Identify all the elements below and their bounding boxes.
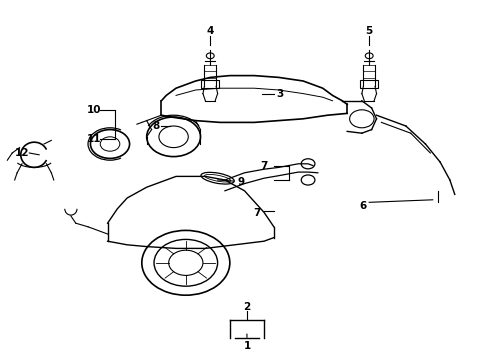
Text: 5: 5 <box>365 26 372 36</box>
Text: 3: 3 <box>276 89 283 99</box>
Text: 2: 2 <box>243 302 250 312</box>
Text: 10: 10 <box>86 105 101 115</box>
Text: 8: 8 <box>152 121 159 131</box>
Text: 4: 4 <box>206 26 214 36</box>
Text: 7: 7 <box>260 161 267 171</box>
Text: 6: 6 <box>359 201 366 211</box>
Text: 9: 9 <box>237 177 244 187</box>
Text: 12: 12 <box>15 148 29 158</box>
Text: 1: 1 <box>243 341 250 351</box>
Text: 11: 11 <box>86 134 101 144</box>
Bar <box>201 80 219 88</box>
Text: 7: 7 <box>252 208 260 218</box>
Bar <box>360 80 377 88</box>
